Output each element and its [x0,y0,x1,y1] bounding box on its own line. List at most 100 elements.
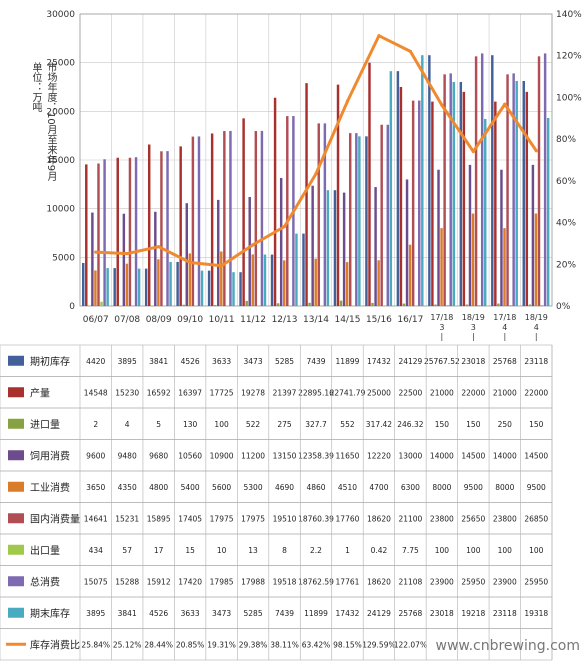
x-tick-label: 18/19 [525,313,548,322]
table-cell: 17988 [241,577,265,586]
bar [82,263,84,306]
x-tick-sep: | [503,332,506,341]
bar [387,125,389,306]
bar [318,123,320,306]
bar [397,71,399,306]
bar [449,73,451,306]
table-cell: 24129 [367,609,391,618]
table-cell: 11650 [336,451,360,460]
x-tick-label: 15/16 [366,315,392,325]
table-cell: 22500 [398,388,422,397]
bar [126,264,128,306]
table-cell: 15912 [147,577,171,586]
bar [529,305,531,306]
bar [255,131,257,306]
table-cell: 8000 [432,483,451,492]
table-cell: 21100 [398,514,422,523]
line-point [535,149,538,152]
bar [491,55,493,306]
table-cell: 9480 [118,451,137,460]
bar [466,305,468,306]
bar [145,269,147,306]
bar [368,63,370,306]
bar [484,119,486,306]
table-cell: 3841 [118,609,137,618]
y2-tick-label: 140% [556,10,582,20]
bar [481,53,483,306]
legend-key [8,482,24,492]
table-cell: 19510 [273,514,297,523]
bar [271,255,273,306]
table-cell: 129.59% [362,640,395,649]
table-cell: 11899 [336,357,360,366]
bar [264,255,266,306]
bar [113,268,115,306]
table-cell: 15075 [84,577,108,586]
table-cell: 522 [246,420,261,429]
table-cell: 10900 [210,451,234,460]
table-row-label: 饲用消费 [30,449,70,462]
table-cell: 3473 [212,609,231,618]
table-cell: 17432 [336,609,360,618]
table-cell: 26850 [524,514,548,523]
bar [409,245,411,306]
table-cell: 4860 [306,483,325,492]
chart-caption: 市场年度：10月至来年9月 单位：万吨 [8,62,58,282]
table-cell: 63.42% [302,640,331,649]
table-cell: 14500 [524,451,548,460]
table-cell: 29.38% [239,640,268,649]
table-cell: 17432 [367,357,391,366]
table-cell: 21397 [273,388,297,397]
bar [286,116,288,306]
bar [463,92,465,306]
table-cell: 7439 [306,357,325,366]
bar [418,101,420,306]
legend-key [8,576,24,586]
table-cell: 22000 [461,388,485,397]
table-cell: 2.2 [310,546,322,555]
table-cell: 7.75 [402,546,419,555]
bar [400,87,402,306]
y2-tick-label: 20% [556,260,576,270]
table-cell: 25950 [524,577,548,586]
table-cell: 130 [183,420,198,429]
line-point [220,264,223,267]
bar [100,302,102,306]
table-row-label: 工业消费 [30,481,70,494]
bar [129,158,131,306]
x-tick-label-sub: 4 [534,323,539,332]
bar [421,55,423,306]
bar [440,228,442,306]
table-cell: 38.11% [270,640,299,649]
bar [106,268,108,306]
table-cell: 23118 [524,357,548,366]
bar [179,146,181,306]
table-cell: 23018 [430,609,454,618]
bar [453,82,455,306]
table-cell: 434 [89,546,104,555]
table-cell: 3895 [86,609,105,618]
line-point [440,104,443,107]
bar [198,136,200,306]
table-cell: 25950 [461,577,485,586]
table-cell: 19278 [241,388,265,397]
bar [349,133,351,306]
table-cell: 7439 [275,609,294,618]
bar [512,73,514,306]
bar [434,305,436,306]
watermark: www.cnbrewing.com [436,638,580,654]
bar [374,187,376,306]
bar [176,262,178,306]
bar [515,81,517,306]
table-row-label: 出口量 [30,544,60,557]
table-cell: 17985 [210,577,234,586]
bar [302,234,304,306]
table-cell: 12358.39 [298,451,334,460]
bar [208,271,210,306]
table-cell: 13 [248,546,258,555]
bar [311,186,313,306]
x-tick-label: 16/17 [397,315,423,325]
x-tick-label: 06/07 [83,315,109,325]
